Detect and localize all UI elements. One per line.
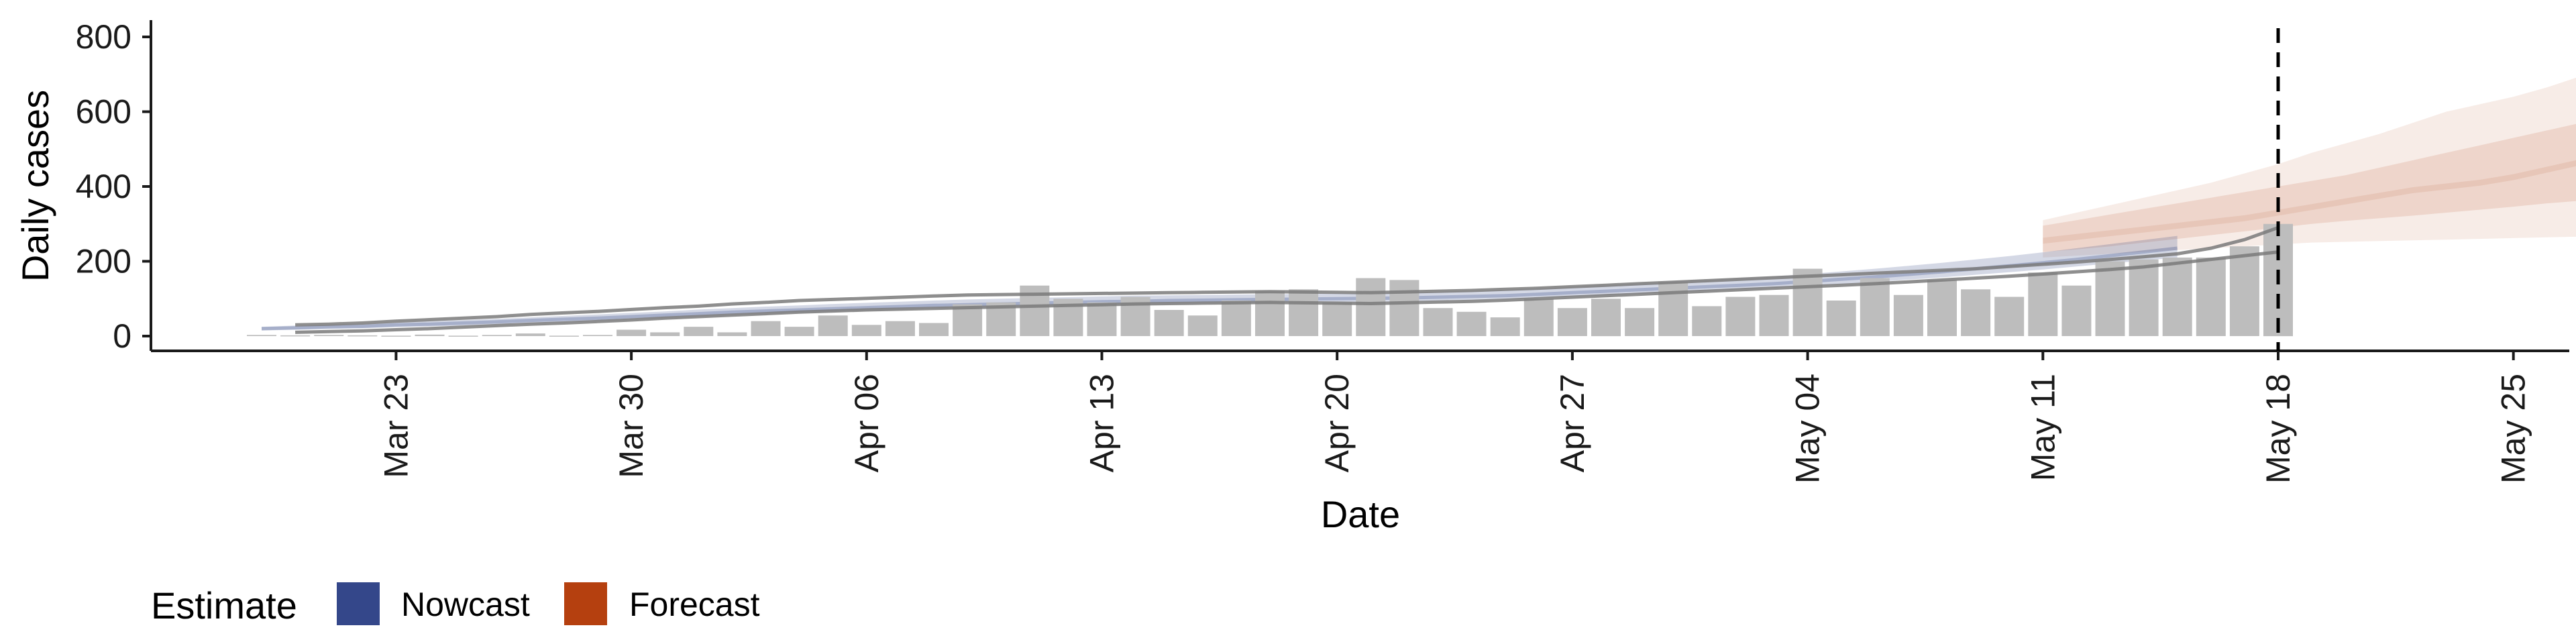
bar xyxy=(2095,261,2125,336)
bar xyxy=(1759,294,1789,336)
x-axis-title: Date xyxy=(1321,493,1400,535)
bar xyxy=(1961,289,1991,336)
x-tick-label: Apr 27 xyxy=(1554,374,1591,472)
y-tick-label: 600 xyxy=(76,93,131,131)
bar xyxy=(851,325,881,336)
bar xyxy=(2061,285,2092,336)
bar xyxy=(953,304,983,336)
bar xyxy=(515,333,545,336)
bar xyxy=(2196,257,2226,336)
bar xyxy=(280,335,311,337)
upper-bound-line xyxy=(295,225,2279,327)
bar xyxy=(415,334,445,336)
bar xyxy=(919,323,949,336)
bar xyxy=(1792,268,1823,336)
forecast-layer xyxy=(2043,77,2576,258)
forecast-band-90 xyxy=(2043,77,2576,258)
bar xyxy=(2229,246,2259,336)
legend: Estimate Nowcast Forecast xyxy=(151,582,760,627)
legend-title: Estimate xyxy=(151,584,297,627)
bar xyxy=(1860,278,1890,336)
bounds-layer xyxy=(295,225,2279,334)
bar xyxy=(1523,299,1554,337)
bar xyxy=(1893,294,1923,336)
x-tick-label: Mar 23 xyxy=(377,374,415,478)
bar xyxy=(1692,306,1722,336)
x-tick-label: May 11 xyxy=(2024,374,2061,481)
y-tick-label: 200 xyxy=(76,243,131,280)
bars-layer xyxy=(247,223,2293,337)
lower-bound-line xyxy=(295,250,2279,334)
bar xyxy=(1927,280,1957,336)
bar xyxy=(818,315,848,336)
bar xyxy=(1154,310,1184,336)
legend-label-nowcast: Nowcast xyxy=(401,586,530,623)
bar xyxy=(1625,308,1655,336)
bar xyxy=(314,335,344,336)
bar xyxy=(1221,301,1251,336)
bar xyxy=(650,332,680,336)
bar xyxy=(1557,308,1587,336)
bar xyxy=(448,335,478,337)
bar xyxy=(247,335,276,336)
bar xyxy=(1322,302,1352,336)
bar xyxy=(684,327,714,336)
bar xyxy=(1658,282,1688,336)
bar xyxy=(1289,289,1319,336)
bar xyxy=(2028,272,2058,336)
x-tick-label: Apr 06 xyxy=(848,374,885,472)
bar xyxy=(1255,291,1285,336)
bar xyxy=(1591,299,1621,337)
bar xyxy=(1187,315,1218,336)
x-tick-label: Apr 13 xyxy=(1083,374,1121,472)
y-axis-title: Daily cases xyxy=(14,90,56,282)
bar xyxy=(1725,297,1756,336)
bar xyxy=(1994,297,2025,336)
bar xyxy=(1356,278,1386,336)
legend-swatch-forecast xyxy=(564,582,607,625)
bar xyxy=(381,335,411,337)
forecast-band-50 xyxy=(2043,123,2576,252)
bar xyxy=(482,335,512,336)
bar xyxy=(1087,302,1117,336)
bar xyxy=(885,321,915,336)
y-tick-label: 0 xyxy=(113,317,131,355)
bar xyxy=(549,335,579,337)
bar xyxy=(784,327,814,336)
y-ticks: 0 200 400 600 800 xyxy=(76,18,151,355)
bar xyxy=(1456,311,1487,336)
x-tick-label: May 04 xyxy=(1789,374,1827,484)
bar xyxy=(751,321,781,336)
bar xyxy=(1423,308,1453,336)
bar xyxy=(583,335,612,336)
bar xyxy=(2129,259,2159,336)
x-tick-label: May 18 xyxy=(2259,374,2297,484)
bar xyxy=(1490,317,1520,336)
legend-label-forecast: Forecast xyxy=(629,586,760,623)
forecast-median-band xyxy=(2043,160,2576,244)
bar xyxy=(717,332,747,336)
bar xyxy=(1389,280,1419,336)
bar xyxy=(1826,301,1856,336)
x-tick-label: Mar 30 xyxy=(612,374,650,478)
y-tick-label: 800 xyxy=(76,18,131,56)
bar xyxy=(616,329,647,336)
y-tick-label: 400 xyxy=(76,168,131,205)
nowcast-median-line xyxy=(261,246,2178,331)
bar xyxy=(347,335,378,337)
x-tick-label: May 25 xyxy=(2495,374,2532,484)
bar xyxy=(2162,257,2192,336)
x-tick-label: Apr 20 xyxy=(1318,374,1356,472)
legend-swatch-nowcast xyxy=(337,582,380,625)
x-ticks: Mar 23 Mar 30 Apr 06 Apr 13 Apr 20 Apr 27 May … xyxy=(377,351,2532,484)
